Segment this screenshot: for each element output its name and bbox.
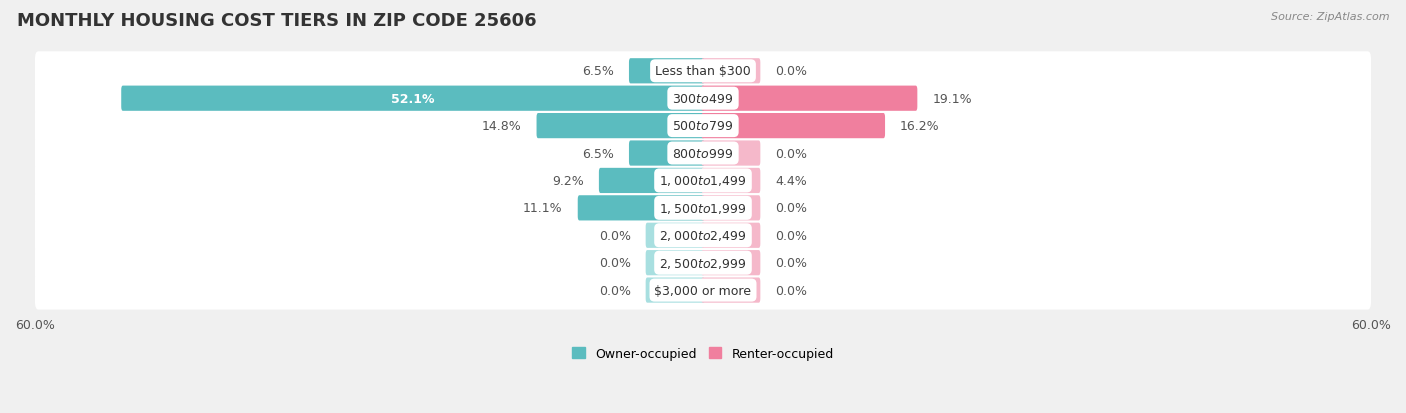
FancyBboxPatch shape	[35, 161, 1371, 200]
Text: 0.0%: 0.0%	[599, 256, 631, 270]
FancyBboxPatch shape	[702, 250, 761, 275]
Text: 0.0%: 0.0%	[599, 229, 631, 242]
Text: Source: ZipAtlas.com: Source: ZipAtlas.com	[1271, 12, 1389, 22]
FancyBboxPatch shape	[645, 223, 704, 248]
Text: 0.0%: 0.0%	[775, 284, 807, 297]
Text: 0.0%: 0.0%	[775, 65, 807, 78]
Text: 0.0%: 0.0%	[599, 284, 631, 297]
FancyBboxPatch shape	[702, 278, 761, 303]
Text: 0.0%: 0.0%	[775, 202, 807, 215]
FancyBboxPatch shape	[702, 223, 761, 248]
FancyBboxPatch shape	[35, 271, 1371, 310]
FancyBboxPatch shape	[35, 189, 1371, 228]
FancyBboxPatch shape	[702, 86, 917, 112]
FancyBboxPatch shape	[702, 59, 761, 84]
FancyBboxPatch shape	[35, 107, 1371, 146]
Text: 19.1%: 19.1%	[932, 93, 972, 105]
Text: 16.2%: 16.2%	[900, 120, 939, 133]
Text: $300 to $499: $300 to $499	[672, 93, 734, 105]
FancyBboxPatch shape	[537, 114, 704, 139]
FancyBboxPatch shape	[702, 169, 761, 194]
Text: 9.2%: 9.2%	[553, 175, 583, 188]
Text: 0.0%: 0.0%	[775, 147, 807, 160]
Text: $2,500 to $2,999: $2,500 to $2,999	[659, 256, 747, 270]
Text: 4.4%: 4.4%	[775, 175, 807, 188]
Text: $3,000 or more: $3,000 or more	[655, 284, 751, 297]
Text: 11.1%: 11.1%	[523, 202, 562, 215]
Text: 14.8%: 14.8%	[482, 120, 522, 133]
FancyBboxPatch shape	[628, 141, 704, 166]
FancyBboxPatch shape	[628, 59, 704, 84]
Text: 0.0%: 0.0%	[775, 256, 807, 270]
Legend: Owner-occupied, Renter-occupied: Owner-occupied, Renter-occupied	[572, 347, 834, 360]
FancyBboxPatch shape	[702, 196, 761, 221]
FancyBboxPatch shape	[599, 169, 704, 194]
Text: $800 to $999: $800 to $999	[672, 147, 734, 160]
Text: $2,000 to $2,499: $2,000 to $2,499	[659, 229, 747, 243]
Text: 0.0%: 0.0%	[775, 229, 807, 242]
FancyBboxPatch shape	[35, 134, 1371, 173]
FancyBboxPatch shape	[645, 250, 704, 275]
Text: 6.5%: 6.5%	[582, 147, 614, 160]
Text: $500 to $799: $500 to $799	[672, 120, 734, 133]
Text: $1,500 to $1,999: $1,500 to $1,999	[659, 202, 747, 215]
FancyBboxPatch shape	[35, 216, 1371, 255]
Text: 52.1%: 52.1%	[391, 93, 434, 105]
FancyBboxPatch shape	[702, 114, 884, 139]
Text: Less than $300: Less than $300	[655, 65, 751, 78]
FancyBboxPatch shape	[578, 196, 704, 221]
Text: MONTHLY HOUSING COST TIERS IN ZIP CODE 25606: MONTHLY HOUSING COST TIERS IN ZIP CODE 2…	[17, 12, 537, 30]
FancyBboxPatch shape	[645, 278, 704, 303]
FancyBboxPatch shape	[35, 52, 1371, 91]
FancyBboxPatch shape	[702, 141, 761, 166]
FancyBboxPatch shape	[35, 80, 1371, 119]
FancyBboxPatch shape	[35, 244, 1371, 282]
Text: $1,000 to $1,499: $1,000 to $1,499	[659, 174, 747, 188]
Text: 6.5%: 6.5%	[582, 65, 614, 78]
FancyBboxPatch shape	[121, 86, 704, 112]
